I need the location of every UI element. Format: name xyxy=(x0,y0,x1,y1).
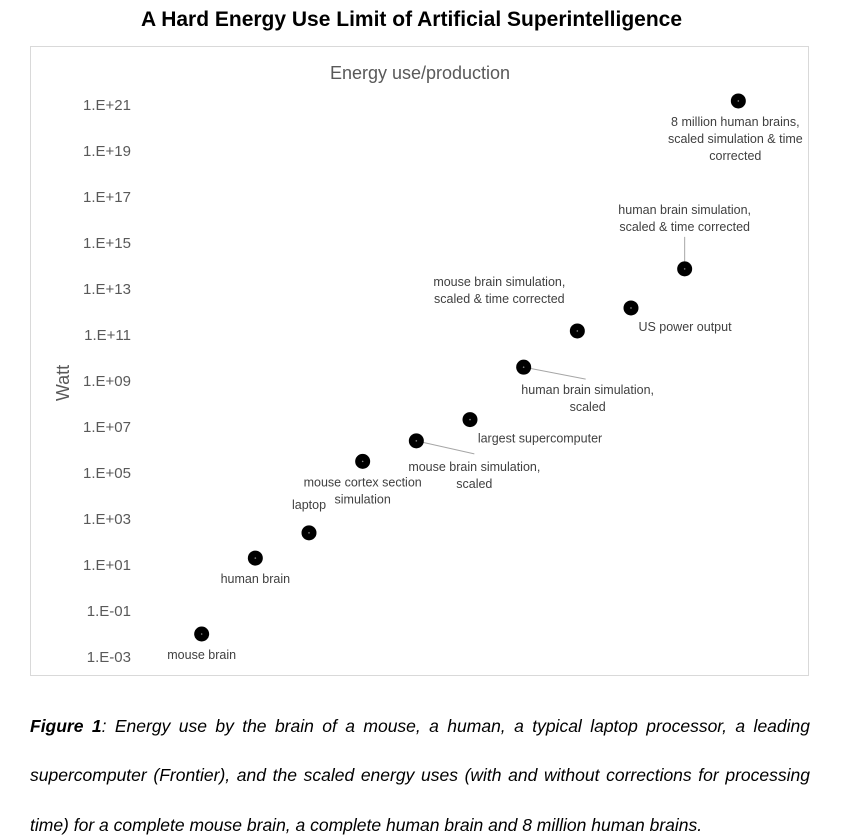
y-tick-label: 1.E+15 xyxy=(83,235,131,252)
y-tick-label: 1.E+07 xyxy=(83,419,131,436)
y-tick-label: 1.E+09 xyxy=(83,373,131,390)
y-tick-label: 1.E+05 xyxy=(83,465,131,482)
data-label-line: laptop xyxy=(292,498,326,512)
data-label-line: US power output xyxy=(638,320,732,334)
data-label-line: scaled & time corrected xyxy=(434,292,565,306)
data-point-center xyxy=(308,532,310,534)
data-label-line: mouse brain simulation, xyxy=(433,275,565,289)
y-axis-label: Watt xyxy=(53,365,73,401)
data-label: mouse brain simulation, scaled xyxy=(408,460,540,491)
figure-caption-line-3: time) for a complete mouse brain, a comp… xyxy=(30,815,703,835)
page-title: A Hard Energy Use Limit of Artificial Su… xyxy=(140,8,683,31)
figure-caption-label: Figure 1 xyxy=(30,716,102,736)
data-label-line: mouse cortex section xyxy=(304,475,422,489)
data-label: human brain xyxy=(221,572,291,586)
chart-title: Energy use/production xyxy=(330,63,510,83)
data-label-line: corrected xyxy=(709,149,761,163)
y-tick-label: 1.E-01 xyxy=(87,603,131,620)
y-tick-label: 1.E+03 xyxy=(83,511,131,528)
data-label-line: 8 million human brains, xyxy=(671,115,800,129)
y-tick-label: 1.E+01 xyxy=(83,557,131,574)
data-label-line: mouse brain xyxy=(167,648,236,662)
data-label: mouse cortex section simulation xyxy=(304,475,422,506)
data-label-line: scaled simulation & time xyxy=(668,132,803,146)
data-point-center xyxy=(200,633,203,635)
y-tick-label: 1.E+19 xyxy=(83,143,131,160)
data-label: mouse brain simulation, scaled & time cor… xyxy=(433,275,565,306)
data-point-center xyxy=(683,268,686,270)
data-points xyxy=(194,93,746,642)
y-tick-label: 1.E+17 xyxy=(83,189,131,206)
data-label: laptop xyxy=(292,498,326,512)
scatter-chart: Energy use/production Watt 1.E+211.E+191… xyxy=(53,63,803,666)
figure-caption-line-1: Figure 1: Energy use by the brain of a m… xyxy=(30,716,810,737)
data-point-center xyxy=(737,100,740,102)
data-label: largest supercomputer xyxy=(478,432,602,446)
y-tick-label: 1.E+13 xyxy=(83,281,131,298)
data-label: mouse brain xyxy=(167,648,236,662)
data-label-line: largest supercomputer xyxy=(478,432,602,446)
data-label: US power output xyxy=(638,320,732,334)
y-tick-label: 1.E-03 xyxy=(87,649,131,666)
data-point-center xyxy=(254,557,257,559)
figure-caption-text-1: : Energy use by the brain of a mouse, a … xyxy=(101,716,810,736)
y-tick-label: 1.E+21 xyxy=(83,97,131,114)
data-label-line: scaled xyxy=(456,477,492,491)
y-tick-labels: 1.E+21 1.E+19 1.E+17 1.E+15 1.E+13 1.E+11 1.E+… xyxy=(83,97,131,666)
data-label: human brain simulation, scaled xyxy=(521,383,654,414)
data-point-center xyxy=(522,366,525,368)
chart-frame: Energy use/production Watt 1.E+21 1.E+19 1… xyxy=(30,46,809,676)
data-label-line: scaled & time corrected xyxy=(619,220,750,234)
data-label-line: scaled xyxy=(570,400,606,414)
data-label-line: human brain xyxy=(221,572,291,586)
data-label-line: human brain simulation, xyxy=(618,203,751,217)
leader-lines xyxy=(416,236,686,455)
data-point-center xyxy=(415,440,418,442)
data-label: 8 million human brains, scaled simulation… xyxy=(668,115,803,163)
figure-caption-line-2: supercomputer (Frontier), and the scaled… xyxy=(30,765,810,785)
data-label-line: mouse brain simulation, xyxy=(408,460,540,474)
data-point-center xyxy=(630,307,632,309)
data-label-line: simulation xyxy=(335,492,391,506)
data-label-line: human brain simulation, xyxy=(521,383,654,397)
data-point-center xyxy=(361,460,364,463)
leader-line xyxy=(523,366,586,380)
data-point-center xyxy=(469,418,471,421)
data-label: human brain simulation, scaled & time cor… xyxy=(618,203,751,234)
y-tick-label: 1.E+11 xyxy=(84,327,131,344)
leader-line xyxy=(416,440,475,455)
data-point-center xyxy=(576,330,579,332)
